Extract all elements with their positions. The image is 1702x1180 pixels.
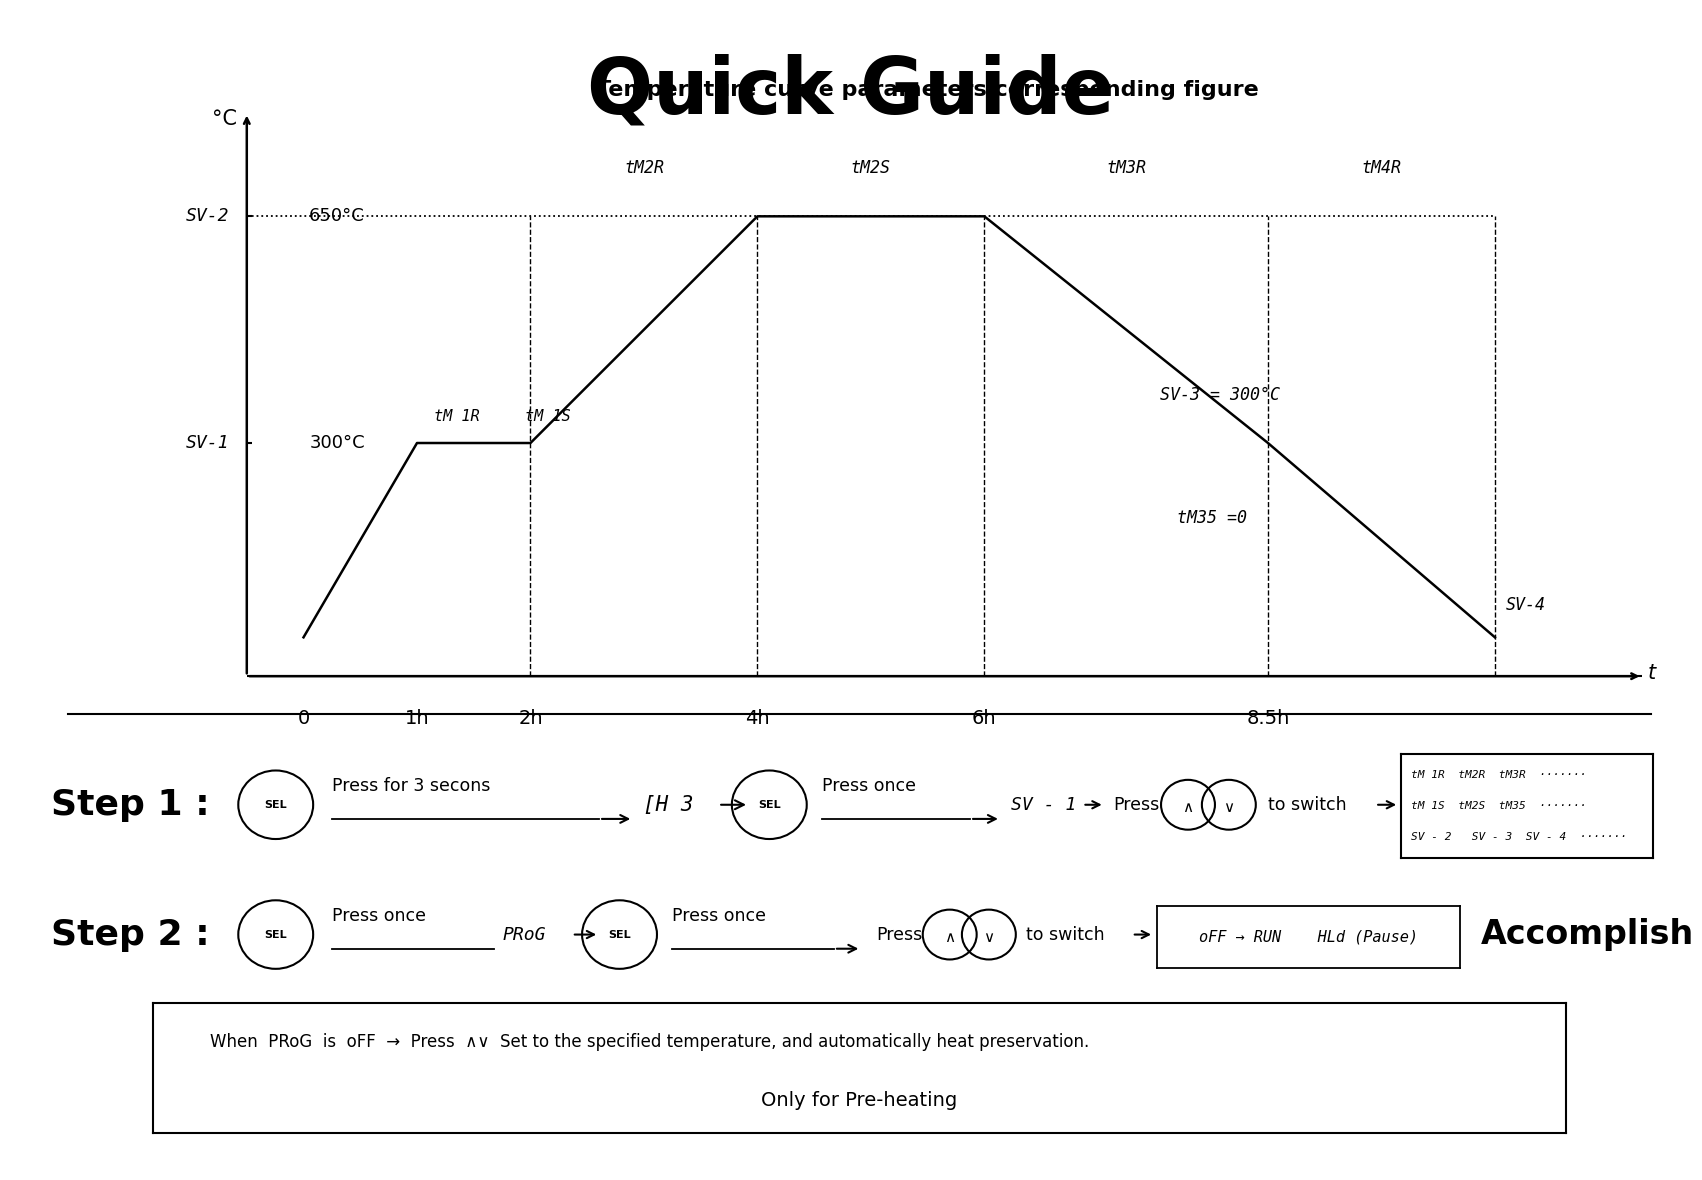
- Text: When  PRoG  is  oFF  →  Press  ∧∨  Set to the specified temperature, and automat: When PRoG is oFF → Press ∧∨ Set to the s…: [209, 1032, 1089, 1051]
- Text: Press once: Press once: [332, 906, 426, 925]
- Text: tM2R: tM2R: [625, 159, 664, 177]
- Text: 8.5h: 8.5h: [1246, 708, 1290, 728]
- Text: tM 1S  tM2S  tM35  ·······: tM 1S tM2S tM35 ·······: [1411, 801, 1586, 811]
- Text: to switch: to switch: [1026, 925, 1105, 944]
- Text: ∧: ∧: [945, 930, 955, 945]
- Text: SV - 1: SV - 1: [1011, 795, 1076, 814]
- Text: tM2S: tM2S: [851, 159, 890, 177]
- Text: to switch: to switch: [1268, 795, 1346, 814]
- Text: oFF → RUN    HLd (Pause): oFF → RUN HLd (Pause): [1200, 930, 1418, 944]
- Text: SV-1: SV-1: [186, 434, 230, 452]
- Text: ∧: ∧: [1183, 800, 1193, 815]
- Text: ∨: ∨: [1224, 800, 1234, 815]
- Text: SV-4: SV-4: [1506, 596, 1547, 614]
- Text: SEL: SEL: [608, 930, 631, 939]
- Text: ∨: ∨: [984, 930, 994, 945]
- Text: SV - 2   SV - 3  SV - 4  ·······: SV - 2 SV - 3 SV - 4 ·······: [1411, 832, 1627, 843]
- Text: SV-3 = 300°C: SV-3 = 300°C: [1161, 386, 1280, 404]
- Text: tM35 =0: tM35 =0: [1178, 509, 1248, 526]
- Text: 300°C: 300°C: [310, 434, 364, 452]
- Text: Press once: Press once: [822, 776, 916, 795]
- Text: Accomplish: Accomplish: [1481, 918, 1693, 951]
- Text: Temperature curve parameters corresponding figure: Temperature curve parameters correspondi…: [596, 80, 1259, 100]
- Text: Only for Pre-heating: Only for Pre-heating: [761, 1090, 958, 1110]
- Text: 1h: 1h: [405, 708, 429, 728]
- Text: Press: Press: [1113, 795, 1159, 814]
- Text: 650°C: 650°C: [310, 208, 364, 225]
- Text: SEL: SEL: [264, 930, 288, 939]
- Text: 4h: 4h: [745, 708, 769, 728]
- Text: 2h: 2h: [517, 708, 543, 728]
- Text: t: t: [1648, 663, 1656, 683]
- Text: Step 2 :: Step 2 :: [51, 918, 209, 951]
- Text: Press: Press: [877, 925, 922, 944]
- Text: tM 1S: tM 1S: [524, 408, 570, 424]
- Text: tM 1R  tM2R  tM3R  ·······: tM 1R tM2R tM3R ·······: [1411, 769, 1586, 780]
- Text: 6h: 6h: [972, 708, 997, 728]
- Text: tM 1R: tM 1R: [434, 408, 480, 424]
- Text: Step 1 :: Step 1 :: [51, 788, 209, 821]
- Text: SV-2: SV-2: [186, 208, 230, 225]
- Text: SEL: SEL: [757, 800, 781, 809]
- Text: SEL: SEL: [264, 800, 288, 809]
- Text: Press once: Press once: [672, 906, 766, 925]
- Text: tM4R: tM4R: [1362, 159, 1401, 177]
- Text: Press for 3 secons: Press for 3 secons: [332, 776, 490, 795]
- Text: Quick Guide: Quick Guide: [587, 53, 1115, 129]
- Text: PRoG: PRoG: [502, 925, 546, 944]
- Text: tM3R: tM3R: [1106, 159, 1145, 177]
- Text: °C: °C: [211, 110, 237, 129]
- Text: 0: 0: [298, 708, 310, 728]
- Text: [H 3: [H 3: [643, 795, 694, 814]
